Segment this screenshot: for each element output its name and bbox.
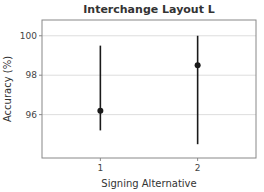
plot-area bbox=[42, 20, 256, 158]
grid-line bbox=[42, 114, 256, 115]
point bbox=[195, 62, 201, 68]
y-tick-label: 96 bbox=[26, 110, 38, 120]
point bbox=[97, 108, 103, 114]
chart: 96 98 100 1 2 Interchange Layout L Signing Alt… bbox=[0, 0, 264, 192]
grid-line bbox=[42, 35, 256, 36]
y-axis-label: Accuracy (%) bbox=[2, 56, 13, 122]
interval bbox=[100, 46, 102, 131]
grid-line bbox=[42, 75, 256, 76]
y-tick-label: 100 bbox=[20, 31, 37, 41]
y-tick-label: 98 bbox=[26, 70, 38, 80]
title: Interchange Layout L bbox=[83, 3, 215, 16]
plot-frame bbox=[42, 20, 256, 158]
interval bbox=[197, 36, 199, 144]
x-axis-label: Signing Alternative bbox=[101, 178, 196, 189]
x-tick-label: 2 bbox=[195, 163, 201, 173]
marks bbox=[97, 36, 200, 144]
x-tick-label: 1 bbox=[97, 163, 103, 173]
